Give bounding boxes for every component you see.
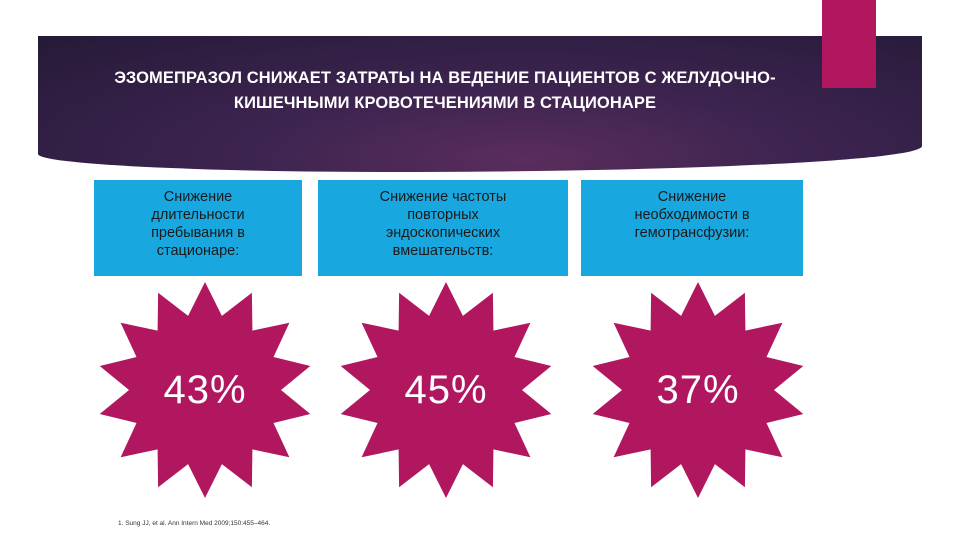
stat-label-3: Снижение необходимости в гемотрансфузии: [634,189,750,241]
stat-label-card-3: Снижение необходимости в гемотрансфузии: [581,180,803,276]
stat-starburst-2: 45% [326,270,566,510]
stat-starburst-1: 43% [85,270,325,510]
reference-footnote: 1. Sung JJ, et al. Ann Intern Med 2009;1… [118,520,271,527]
stat-label-card-1: Снижение длительности пребывания в стаци… [94,180,302,276]
starburst-icon [592,282,804,498]
stat-starburst-3: 37% [578,270,818,510]
accent-bar [822,0,876,88]
starburst-icon [340,282,552,498]
title-banner [38,36,922,172]
stat-value-2: 45% [404,367,488,412]
stat-label-card-2: Снижение частоты повторных эндоскопическ… [318,180,568,276]
slide-title: ЭЗОМЕПРАЗОЛ СНИЖАЕТ ЗАТРАТЫ НА ВЕДЕНИЕ П… [114,69,776,112]
stat-value-3: 37% [656,367,740,412]
stat-label-2: Снижение частоты повторных эндоскопическ… [379,189,507,259]
stat-value-1: 43% [163,367,247,412]
stat-label-1: Снижение длительности пребывания в стаци… [151,189,245,259]
starburst-icon [99,282,311,498]
